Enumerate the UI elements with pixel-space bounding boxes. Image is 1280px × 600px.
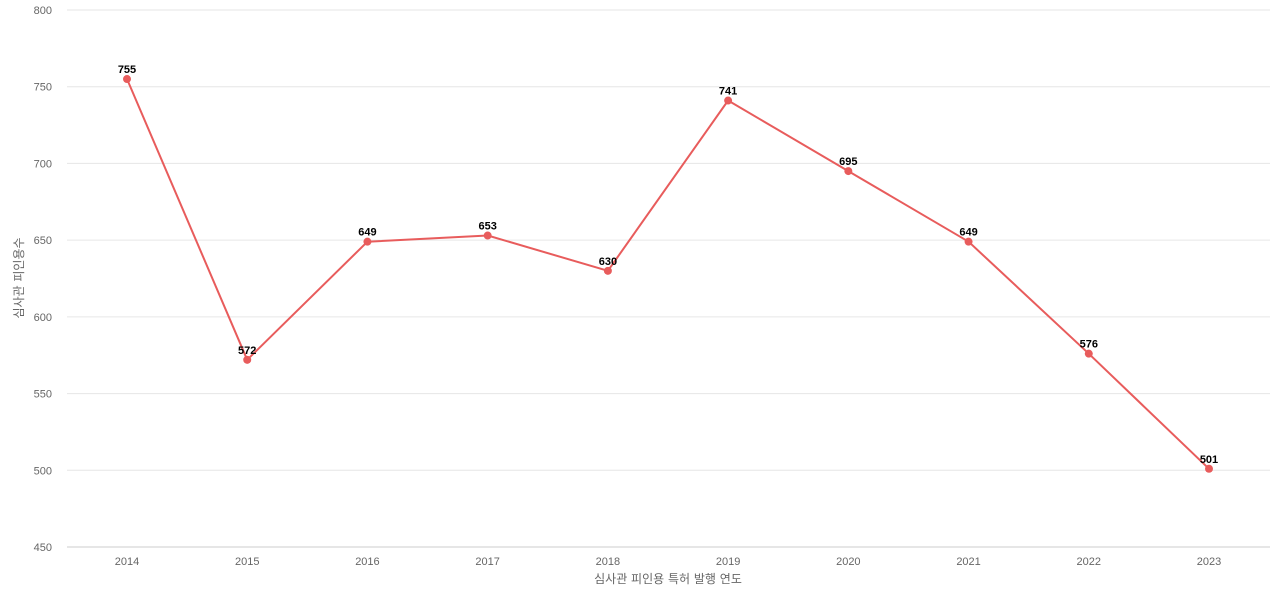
data-labels: 755 572 649 653 630 741 695 649 576 501 bbox=[118, 64, 1218, 466]
y-tick-label: 500 bbox=[34, 465, 52, 477]
gridlines bbox=[67, 9, 1270, 548]
y-axis-ticks: 450 500 550 600 650 700 750 800 bbox=[34, 5, 52, 554]
series-layer bbox=[123, 75, 1213, 473]
data-point[interactable] bbox=[1084, 349, 1093, 358]
y-tick-label: 800 bbox=[34, 5, 52, 17]
x-tick-label: 2023 bbox=[1197, 556, 1221, 568]
x-tick-label: 2018 bbox=[596, 556, 620, 568]
data-point[interactable] bbox=[724, 96, 733, 105]
x-tick-label: 2021 bbox=[956, 556, 980, 568]
data-point[interactable] bbox=[363, 237, 372, 246]
y-tick-label: 550 bbox=[34, 389, 52, 401]
y-tick-label: 600 bbox=[34, 312, 52, 324]
data-point[interactable] bbox=[1205, 464, 1213, 473]
data-label: 741 bbox=[719, 86, 737, 98]
x-tick-label: 2022 bbox=[1077, 556, 1101, 568]
x-tick-label: 2016 bbox=[355, 556, 379, 568]
data-point[interactable] bbox=[603, 266, 612, 275]
series-line bbox=[126, 78, 1210, 470]
y-tick-label: 450 bbox=[34, 542, 52, 554]
data-label: 576 bbox=[1080, 339, 1098, 351]
data-label: 653 bbox=[478, 221, 496, 233]
x-tick-label: 2019 bbox=[716, 556, 740, 568]
x-tick-label: 2014 bbox=[115, 556, 139, 568]
x-axis-title: 심사관 피인용 특허 발행 연도 bbox=[594, 571, 742, 586]
data-point[interactable] bbox=[483, 231, 492, 240]
x-tick-label: 2015 bbox=[235, 556, 259, 568]
data-label: 649 bbox=[959, 227, 977, 239]
data-label: 501 bbox=[1200, 454, 1218, 466]
data-point[interactable] bbox=[844, 167, 853, 176]
data-point[interactable] bbox=[123, 75, 131, 84]
data-label: 755 bbox=[118, 64, 136, 76]
x-tick-label: 2020 bbox=[836, 556, 860, 568]
y-axis-title: 심사관 피인용수 bbox=[12, 237, 26, 318]
x-tick-label: 2017 bbox=[475, 556, 499, 568]
y-tick-label: 650 bbox=[34, 235, 52, 247]
data-label: 572 bbox=[238, 345, 256, 357]
x-axis-ticks: 2014 2015 2016 2017 2018 2019 2020 2021 2022 2023 bbox=[115, 556, 1221, 568]
data-label: 630 bbox=[599, 256, 617, 268]
data-label: 649 bbox=[358, 227, 376, 239]
data-label: 695 bbox=[839, 156, 857, 168]
y-tick-label: 700 bbox=[34, 158, 52, 170]
data-point[interactable] bbox=[243, 355, 252, 364]
y-tick-label: 750 bbox=[34, 82, 52, 94]
data-point[interactable] bbox=[964, 237, 973, 246]
